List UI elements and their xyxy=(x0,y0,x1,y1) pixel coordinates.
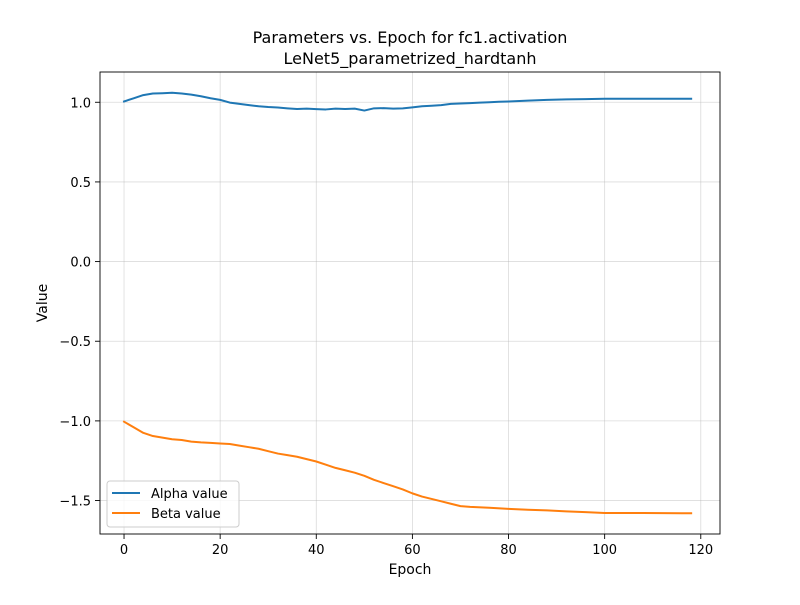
x-tick-label: 60 xyxy=(404,543,421,558)
series-line-alpha xyxy=(122,91,693,112)
legend-label-beta: Beta value xyxy=(151,507,221,522)
legend-label-alpha: Alpha value xyxy=(151,487,228,502)
chart-subtitle: LeNet5_parametrized_hardtanh xyxy=(284,49,537,69)
y-tick-label: 0.5 xyxy=(70,176,91,191)
y-tick-label: −0.5 xyxy=(59,335,91,350)
y-tick-label: −1.0 xyxy=(59,415,91,430)
x-tick-label: 80 xyxy=(500,543,517,558)
chart-title: Parameters vs. Epoch for fc1.activation xyxy=(253,28,568,47)
series-line-beta xyxy=(122,420,693,515)
y-tick-label: 0.0 xyxy=(70,256,91,271)
x-tick-label: 100 xyxy=(592,543,617,558)
x-tick-label: 120 xyxy=(688,543,713,558)
axis-ticks: 0 20 40 60 80 100 120 −1.5 −1.0 −0.5 0.0 0.5 1.0 xyxy=(59,96,713,558)
legend: Alpha value Beta value xyxy=(106,480,240,528)
y-tick-label: 1.0 xyxy=(70,96,91,111)
x-tick-label: 40 xyxy=(308,543,325,558)
x-tick-label: 20 xyxy=(212,543,229,558)
x-tick-label: 0 xyxy=(120,543,128,558)
y-axis-label: Value xyxy=(35,284,51,322)
plot-area-frame xyxy=(99,71,721,535)
series-lines xyxy=(122,91,693,515)
x-axis-label: Epoch xyxy=(389,562,432,578)
y-tick-label: −1.5 xyxy=(59,495,91,510)
